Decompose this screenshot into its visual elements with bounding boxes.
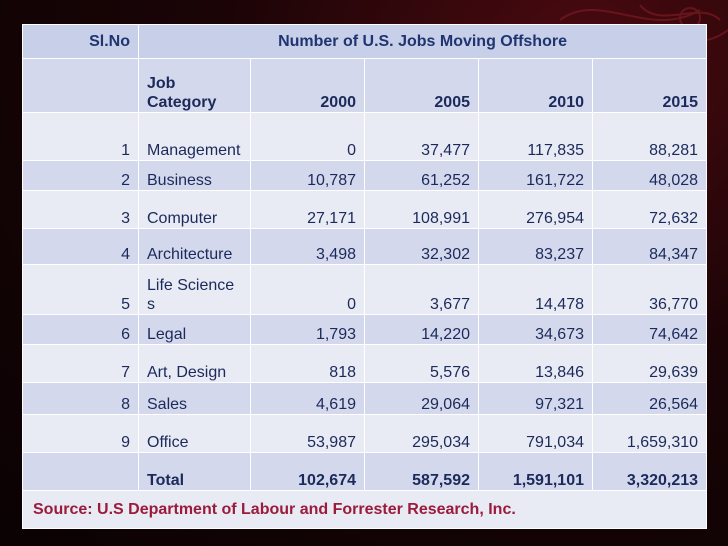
table-cell (22, 58, 139, 113)
table-cell: 37,477 (364, 112, 479, 161)
table-cell: 32,302 (364, 228, 479, 265)
table-row: 9 Office 53,987 295,034 791,034 1,659,310 (22, 414, 708, 453)
table-cell: 7 (22, 344, 139, 383)
table-row: 4 Architecture 3,498 32,302 83,237 84,347 (22, 228, 708, 265)
table-cell: Sales (138, 382, 251, 415)
table-cell: 0 (250, 264, 365, 315)
table-cell: 295,034 (364, 414, 479, 453)
table-row: Total 102,674 587,592 1,591,101 3,320,213 (22, 452, 708, 491)
table-cell: 88,281 (591, 112, 708, 161)
table-row: 8 Sales 4,619 29,064 97,321 26,564 (22, 382, 708, 415)
table-cell: Office (138, 414, 251, 453)
table-cell: 3,320,213 (591, 452, 708, 491)
table-cell: 1,659,310 (591, 414, 708, 453)
table-cell: Life Sciences (138, 264, 251, 315)
table-cell: 102,674 (250, 452, 365, 491)
data-table: Sl.No Number of U.S. Jobs Moving Offshore… (21, 24, 708, 529)
table-cell: 3,498 (250, 228, 365, 265)
table-cell: 13,846 (478, 344, 593, 383)
table-row: 1 Management 0 37,477 117,835 88,281 (22, 112, 708, 161)
table-cell: 72,632 (591, 190, 708, 229)
table-row: 5 Life Sciences 0 3,677 14,478 36,770 (22, 264, 708, 315)
table-cell: 27,171 (250, 190, 365, 229)
table-cell: 0 (250, 112, 365, 161)
table-cell: 276,954 (478, 190, 593, 229)
table-cell: 10,787 (250, 160, 365, 191)
table-cell: 83,237 (478, 228, 593, 265)
table-cell: 14,478 (478, 264, 593, 315)
table-row: 7 Art, Design 818 5,576 13,846 29,639 (22, 344, 708, 383)
table-cell: 818 (250, 344, 365, 383)
table-cell: 9 (22, 414, 139, 453)
table-cell: 117,835 (478, 112, 593, 161)
table-cell: 14,220 (364, 314, 479, 345)
table-cell (22, 452, 139, 491)
table-cell: 6 (22, 314, 139, 345)
table-row: Source: U.S Department of Labour and For… (21, 490, 708, 529)
table-cell: 108,991 (364, 190, 479, 229)
table-cell: Job Category (138, 58, 251, 113)
table-cell: 3,677 (364, 264, 479, 315)
table-cell: 74,642 (591, 314, 708, 345)
table-cell: Source: U.S Department of Labour and For… (21, 490, 708, 529)
table-cell: Total (138, 452, 251, 491)
table-cell: 29,064 (364, 382, 479, 415)
table-cell: 84,347 (591, 228, 708, 265)
table-cell: Management (138, 112, 251, 161)
table-row: Sl.No Number of U.S. Jobs Moving Offshore (22, 24, 708, 59)
table-cell: Art, Design (138, 344, 251, 383)
table-row: 6 Legal 1,793 14,220 34,673 74,642 (22, 314, 708, 345)
table-cell: Architecture (138, 228, 251, 265)
table-cell: 2010 (478, 58, 593, 113)
table-cell: 53,987 (250, 414, 365, 453)
table-cell: 29,639 (591, 344, 708, 383)
table-cell: 161,722 (478, 160, 593, 191)
table-cell: 1,793 (250, 314, 365, 345)
table-cell: 2005 (364, 58, 479, 113)
table-row: Job Category 2000 2005 2010 2015 (22, 58, 708, 113)
table-cell: 8 (22, 382, 139, 415)
table-cell: Sl.No (22, 24, 139, 59)
table-cell: 5 (22, 264, 139, 315)
table-cell: 1 (22, 112, 139, 161)
table-cell: 587,592 (364, 452, 479, 491)
table-cell: 26,564 (591, 382, 708, 415)
table-cell: 791,034 (478, 414, 593, 453)
table-cell: 5,576 (364, 344, 479, 383)
table-cell: Computer (138, 190, 251, 229)
table-cell: Legal (138, 314, 251, 345)
table-cell: Number of U.S. Jobs Moving Offshore (137, 24, 708, 59)
table-cell: Business (138, 160, 251, 191)
table-cell: 3 (22, 190, 139, 229)
table-row: 3 Computer 27,171 108,991 276,954 72,632 (22, 190, 708, 229)
table-cell: 4 (22, 228, 139, 265)
table-cell: 2 (22, 160, 139, 191)
table-cell: 4,619 (250, 382, 365, 415)
table-cell: 1,591,101 (478, 452, 593, 491)
table-cell: 2000 (250, 58, 365, 113)
table-cell: 48,028 (591, 160, 708, 191)
table-cell: 61,252 (364, 160, 479, 191)
table-cell: 97,321 (478, 382, 593, 415)
table-row: 2 Business 10,787 61,252 161,722 48,028 (22, 160, 708, 191)
table-cell: 34,673 (478, 314, 593, 345)
table-cell: 36,770 (591, 264, 708, 315)
table-cell: 2015 (591, 58, 708, 113)
